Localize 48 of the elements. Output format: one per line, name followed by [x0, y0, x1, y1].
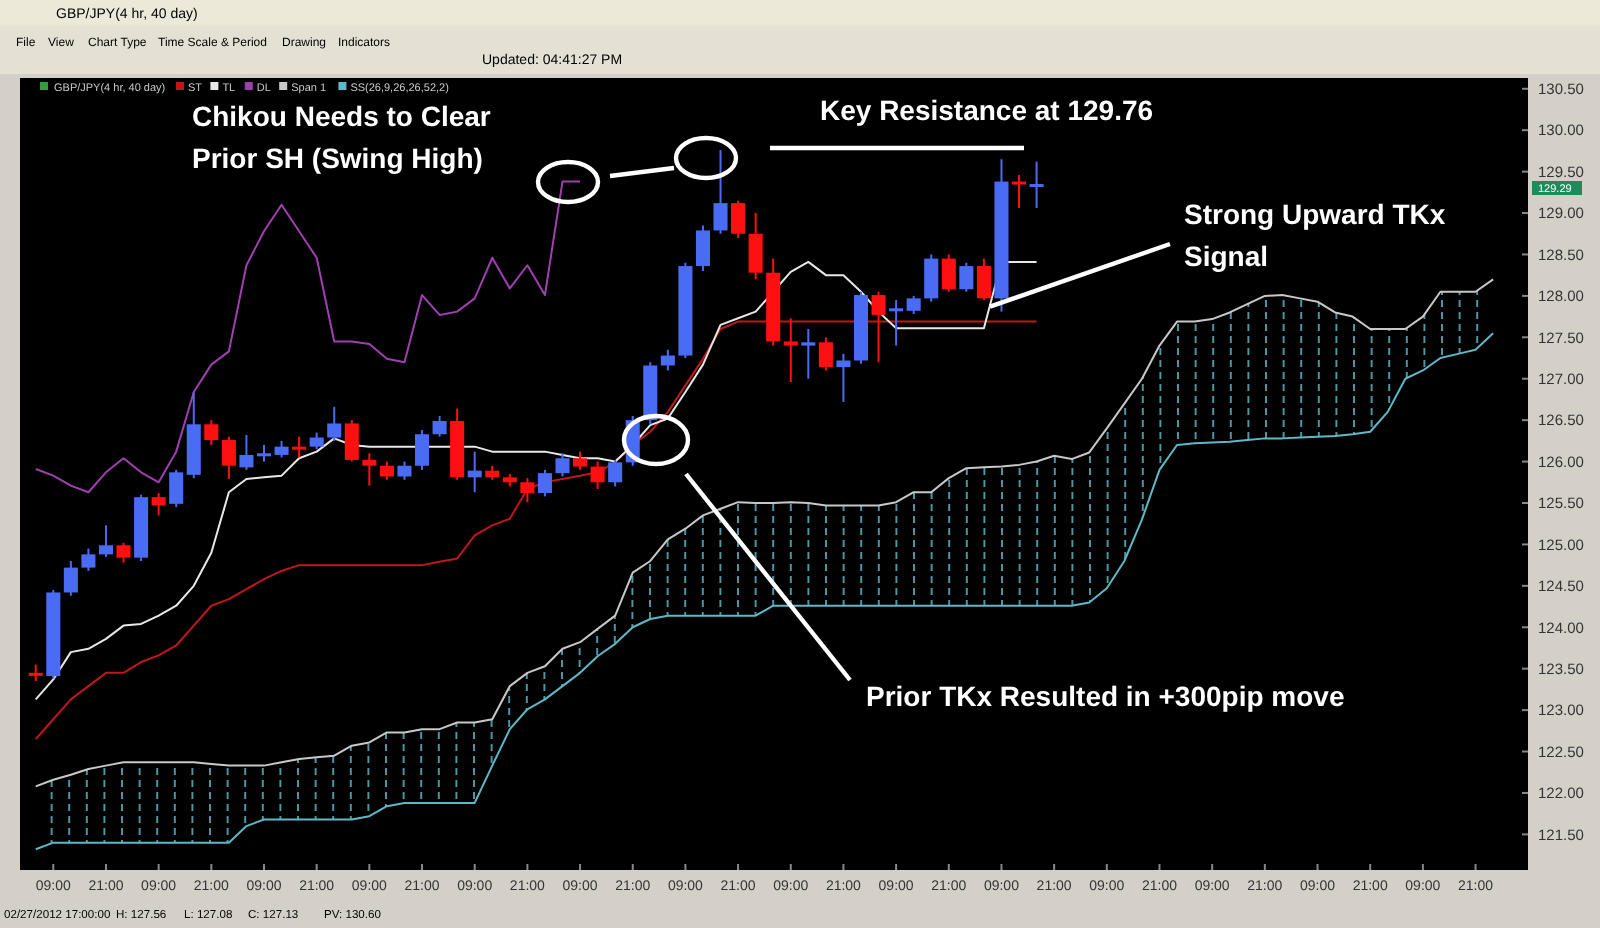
candlestick — [941, 253, 956, 293]
candlestick — [327, 405, 342, 442]
candlestick — [1012, 173, 1027, 210]
candlestick — [432, 415, 447, 438]
candlestick — [204, 419, 219, 446]
candlestick — [239, 434, 254, 471]
candlestick — [344, 419, 359, 463]
candlestick — [362, 452, 377, 487]
candlestick — [959, 261, 974, 293]
candlestick — [81, 547, 96, 572]
candlestick — [397, 460, 412, 481]
candlestick — [748, 212, 763, 281]
candlestick — [98, 524, 113, 558]
candlestick — [660, 348, 675, 372]
candlestick — [292, 435, 307, 459]
annotation: Prior TKx Resulted in +300pip move — [866, 680, 1345, 712]
candlestick — [924, 253, 939, 303]
line-series — [34, 332, 1495, 851]
candlestick — [608, 458, 623, 488]
candlestick — [116, 541, 131, 564]
candlestick — [63, 559, 78, 597]
candlestick — [836, 352, 851, 403]
candlestick — [1029, 160, 1044, 210]
candlestick — [221, 435, 236, 480]
candlestick — [555, 452, 570, 478]
candlestick — [537, 468, 552, 498]
candlestick — [467, 450, 482, 494]
annotation: Key Resistance at 129.76 — [820, 94, 1154, 126]
candlestick — [695, 224, 710, 273]
candlestick — [169, 468, 184, 509]
candlestick — [976, 257, 991, 302]
candlestick — [520, 477, 535, 504]
candlestick — [906, 294, 921, 316]
annotation: Strong Upward TKx Signal — [1184, 198, 1446, 272]
candlestick — [415, 429, 430, 471]
candlestick — [889, 299, 904, 347]
candlestick — [783, 317, 798, 384]
line-series — [34, 278, 1495, 788]
candlestick — [573, 450, 588, 471]
candlestick — [801, 328, 816, 380]
candlestick — [731, 199, 746, 239]
candlestick — [151, 492, 166, 517]
candlestick — [871, 290, 886, 364]
candlestick — [818, 336, 833, 372]
annotation: Chikou Needs to Clear Prior SH (Swing High) — [192, 100, 492, 174]
candlestick — [379, 460, 394, 481]
candlestick — [590, 460, 605, 490]
candlestick — [713, 149, 728, 235]
